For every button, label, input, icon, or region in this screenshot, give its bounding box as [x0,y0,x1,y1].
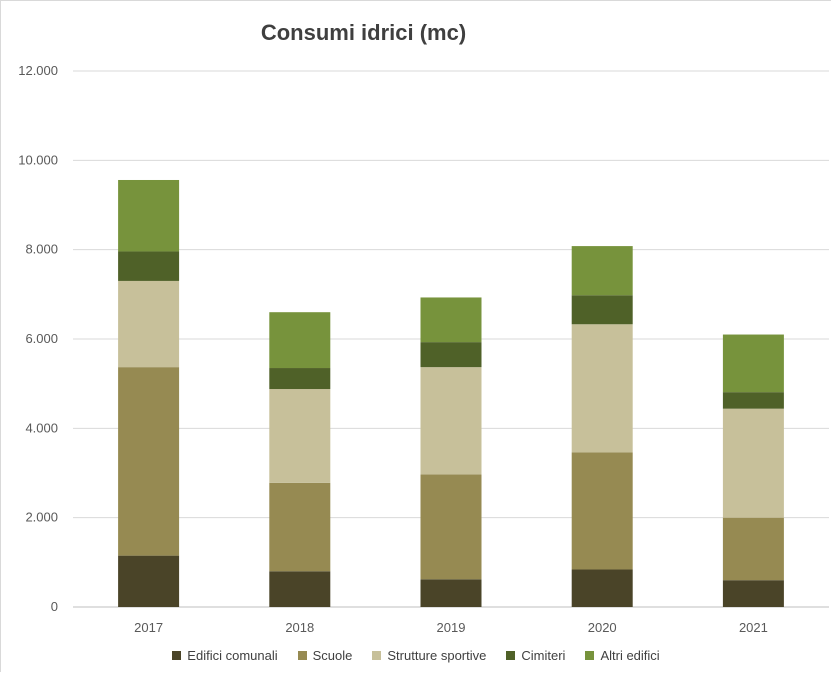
legend-label: Edifici comunali [187,648,278,663]
bar-segment [722,580,784,607]
bar-segment [722,517,784,581]
legend-swatch [172,651,182,660]
bar-segment [420,297,482,343]
bar-segment [269,571,331,607]
legend-label: Scuole [312,648,353,663]
bar-segment [420,474,482,580]
bar-segment [269,312,331,369]
bar-segment [722,334,784,393]
legend-label: Altri edifici [600,648,660,663]
legend-swatch [506,651,516,660]
legend-item: Strutture sportive [372,648,486,663]
bar-segment [420,367,482,475]
bar-segment [722,408,784,518]
y-tick-label: 0 [51,599,58,614]
y-tick-label: 10.000 [18,152,58,167]
bar-segment [118,280,180,368]
bar-segment [118,251,180,281]
bar-segment [269,368,331,390]
x-tick-label: 2019 [437,620,466,635]
bar-segment [118,555,180,607]
bar-segment [571,295,633,325]
legend-item: Edifici comunali [172,648,278,663]
chart-legend: Edifici comunali Scuole Strutture sportive… [0,648,832,663]
legend-item: Cimiteri [506,648,565,663]
legend-swatch [297,651,307,660]
x-tick-label: 2018 [285,620,314,635]
legend-swatch [585,651,595,660]
x-tick-label: 2020 [588,620,617,635]
y-tick-label: 4.000 [25,420,58,435]
x-tick-label: 2021 [739,620,768,635]
legend-item: Scuole [297,648,353,663]
bar-segment [269,482,331,572]
x-tick-label: 2017 [134,620,163,635]
legend-item: Altri edifici [585,648,660,663]
y-tick-label: 6.000 [25,331,58,346]
legend-label: Cimiteri [521,648,566,663]
legend-swatch [372,651,382,660]
legend-label: Strutture sportive [387,648,487,663]
bar-segment [118,179,180,252]
y-tick-label: 8.000 [25,242,58,257]
bar-segment [571,452,633,570]
bar-segment [722,392,784,409]
bar-segment [269,389,331,483]
bar-segment [420,579,482,607]
y-tick-label: 12.000 [18,63,58,78]
bar-segment [571,324,633,453]
bar-segment [118,367,180,556]
chart-title: Consumi idrici (mc) [260,20,467,45]
bar-segment [571,569,633,607]
bar-segment [571,246,633,296]
y-tick-label: 2.000 [25,510,58,525]
bar-segment [420,342,482,368]
